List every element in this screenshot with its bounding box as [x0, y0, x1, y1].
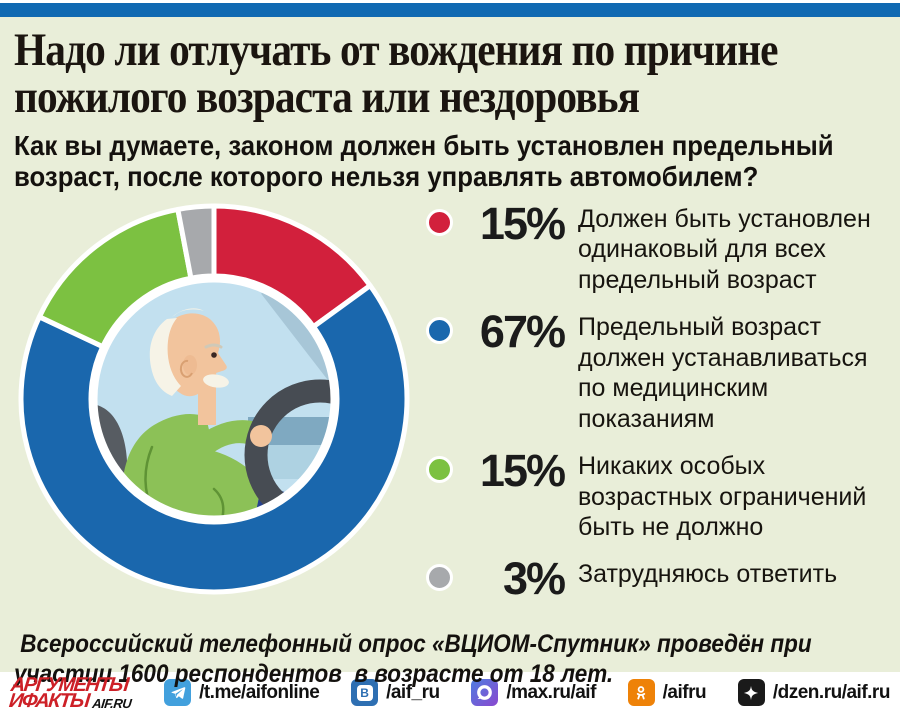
legend-item-no-limits: 15% Никаких особых возрастных ограничени… [426, 448, 886, 543]
legend-item-fixed-age: 15% Должен быть установлен одинаковый дл… [426, 197, 886, 296]
subtitle-line2: возраст, после которого нельзя управлять… [14, 161, 759, 193]
legend-percent: 67% [479, 305, 566, 357]
legend-dot-gray [426, 564, 453, 592]
telegram-link[interactable]: /t.me/aifonline [164, 679, 320, 706]
chart-and-legend: 15% Должен быть установлен одинаковый дл… [14, 197, 886, 615]
telegram-icon [164, 679, 192, 706]
dzen-link[interactable]: /dzen.ru/aif.ru [737, 679, 890, 706]
legend-label: Должен быть установлен одинаковый для вс… [578, 204, 871, 295]
footer-social-bar: АРГУМЕНТЫ ИФАКТЫ AIF.RU /t.me/aifonline … [0, 672, 900, 713]
legend-label: Затрудняюсь ответить [578, 560, 838, 589]
top-accent-bar [0, 3, 900, 17]
vk-icon: В [351, 679, 379, 706]
legend-percent: 3% [502, 553, 566, 605]
dzen-icon [737, 679, 765, 706]
legend-percent: 15% [479, 444, 566, 496]
legend-label: Никаких особых возрастных ограничений бы… [578, 451, 867, 542]
survey-note-line1: Всероссийский телефонный опрос «ВЦИОМ-Сп… [14, 630, 812, 659]
legend-label: Предельный возраст должен устанавливатьс… [578, 312, 868, 434]
subtitle-line1: Как вы думаете, законом должен быть уста… [14, 130, 834, 161]
legend-dot-blue [426, 316, 453, 344]
poll-question: Как вы думаете, законом должен быть уста… [14, 130, 834, 193]
infographic-body: Надо ли отлучать от вождения по причине … [0, 17, 900, 688]
survey-note-line2: участии 1600 респондентов в возрасте от … [14, 660, 614, 689]
legend-item-medical: 67% Предельный возраст должен устанавлив… [426, 309, 886, 435]
legend-percent: 15% [479, 197, 566, 249]
donut-chart [4, 189, 426, 615]
legend-dot-green [426, 455, 453, 483]
legend-item-undecided: 3% Затрудняюсь ответить [426, 556, 886, 602]
max-messenger-icon [471, 679, 499, 706]
donut-chart-svg [18, 203, 410, 595]
vk-link[interactable]: В /aif_ru [351, 679, 440, 706]
max-link[interactable]: /max.ru/aif [471, 679, 596, 706]
page-title: Надо ли отлучать от вождения по причине … [14, 27, 781, 121]
title-line2: пожилого возраста или нездоровья [14, 71, 640, 123]
aif-logo: АРГУМЕНТЫ ИФАКТЫ AIF.RU [8, 673, 133, 712]
survey-note: Всероссийский телефонный опрос «ВЦИОМ-Сп… [14, 629, 812, 689]
legend-dot-red [426, 208, 453, 236]
title-line1: Надо ли отлучать от вождения по причине [14, 24, 778, 76]
ok-link[interactable]: /aifru [627, 679, 707, 706]
chart-legend: 15% Должен быть установлен одинаковый дл… [426, 197, 886, 615]
odnoklassniki-icon [627, 679, 655, 706]
